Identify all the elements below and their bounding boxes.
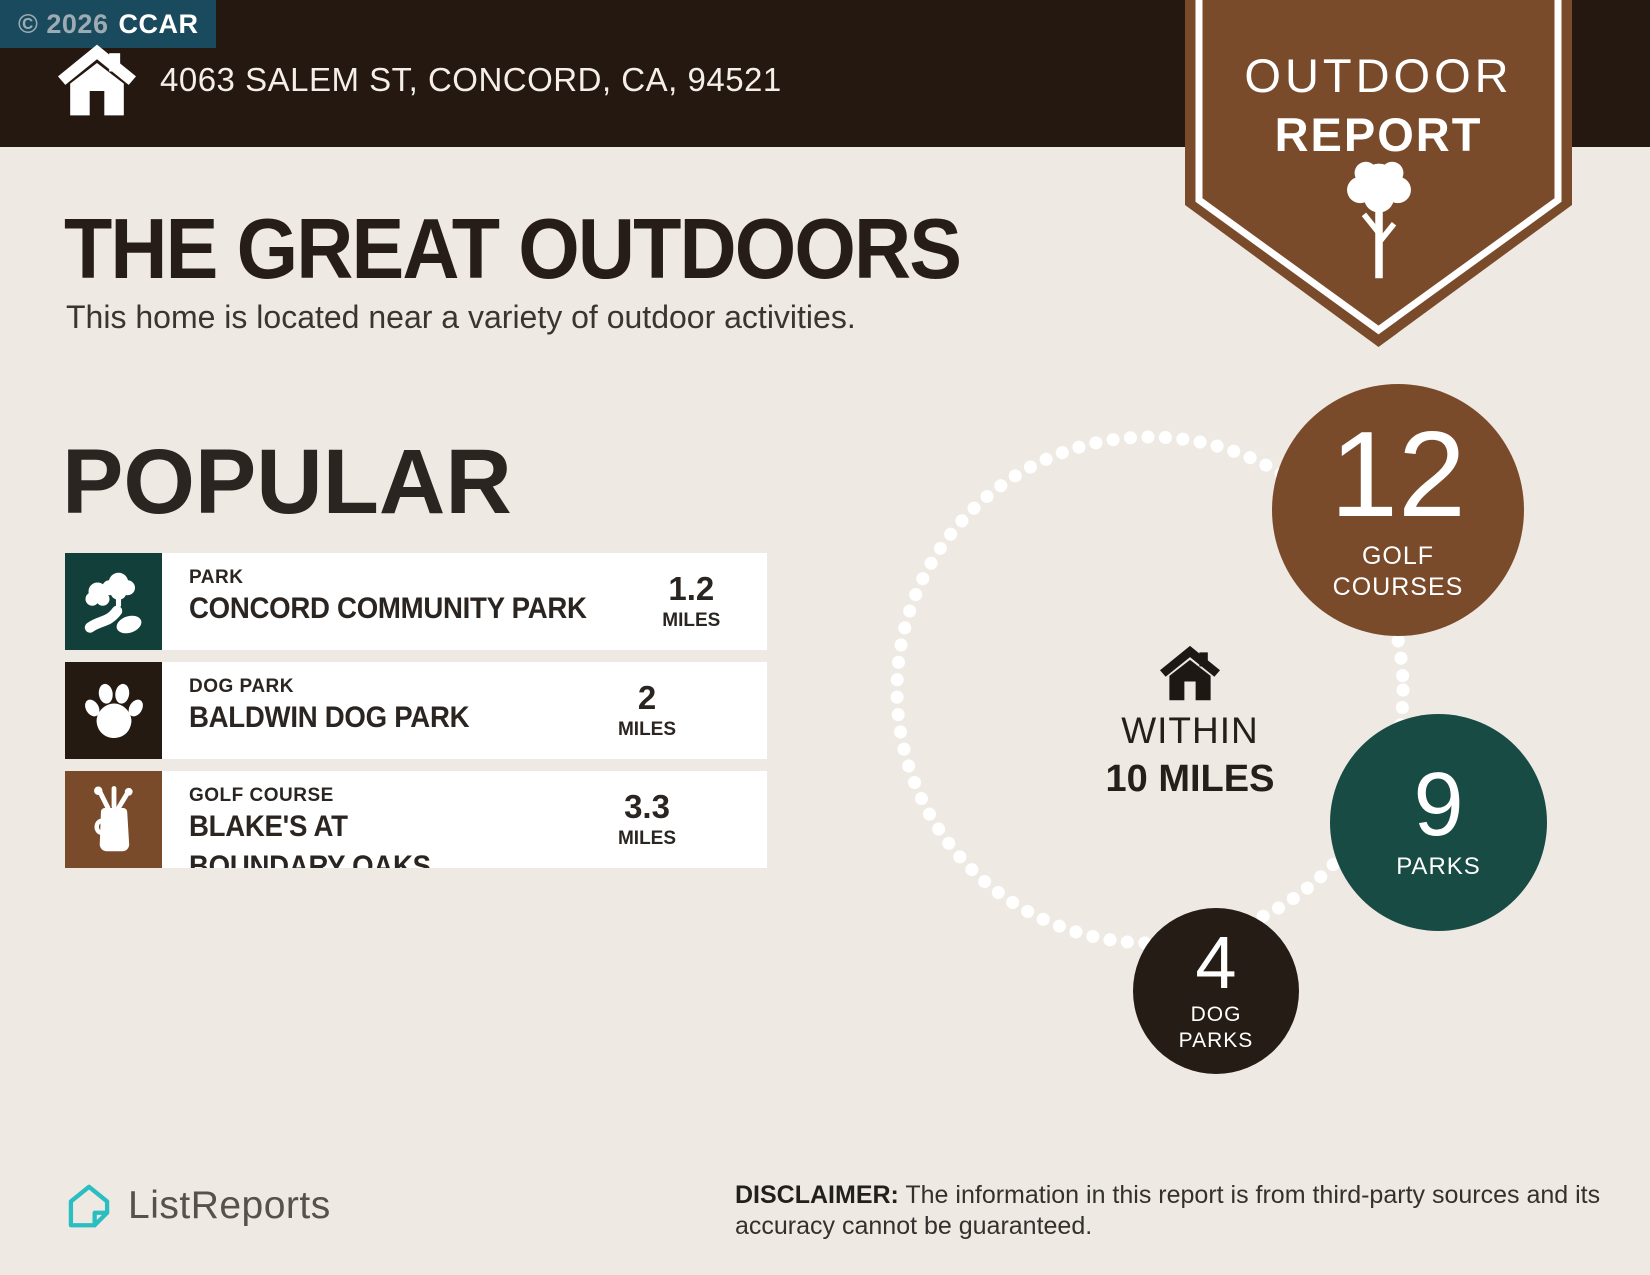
item-name: BALDWIN DOG PARK: [189, 701, 470, 734]
item-name: BLAKE'S AT BOUNDARY OAKS: [189, 810, 431, 868]
popular-heading: POPULAR: [62, 431, 512, 533]
property-address-bar: 4063 SALEM ST, CONCORD, CA, 94521: [58, 40, 782, 120]
tree-icon: [1346, 161, 1411, 279]
paw-icon: [65, 662, 162, 759]
ribbon-title-line1: OUTDOOR: [1244, 49, 1513, 102]
ribbon-title-line2: REPORT: [1274, 108, 1483, 161]
golf-courses-label: GOLF COURSES: [1333, 541, 1464, 604]
distance-value: 3.3: [624, 787, 670, 825]
parks-count: 9: [1413, 754, 1464, 855]
distance-unit: MILES: [617, 827, 677, 849]
dog-parks-stat-bubble: 4 DOG PARKS: [1133, 908, 1299, 1074]
distance-unit: MILES: [617, 718, 677, 740]
item-name: CONCORD COMMUNITY PARK: [189, 592, 587, 625]
home-icon: [58, 44, 136, 116]
label-line1: DOG: [1190, 1002, 1242, 1026]
within-radius-label: WITHIN 10 MILES: [1080, 710, 1300, 801]
golf-bag-icon: [65, 771, 162, 868]
item-distance: 2 MILES: [577, 662, 717, 759]
list-item-dog-park: DOG PARK BALDWIN DOG PARK 2 MILES: [65, 662, 767, 759]
center-home-icon: [1160, 645, 1220, 703]
golf-courses-stat-bubble: 12 GOLF COURSES: [1272, 384, 1524, 636]
label-line2: PARKS: [1178, 1029, 1254, 1053]
parks-stat-bubble: 9 PARKS: [1330, 714, 1547, 931]
listreports-logo-icon: [68, 1184, 110, 1228]
copyright-org: CCAR: [118, 8, 199, 39]
listreports-brand-name: ListReports: [128, 1184, 331, 1227]
list-item-text: DOG PARK BALDWIN DOG PARK: [162, 662, 577, 759]
page-subtitle: This home is located near a variety of o…: [66, 299, 856, 335]
item-distance: 3.3 MILES: [577, 771, 717, 868]
dog-parks-label: DOG PARKS: [1179, 1002, 1254, 1055]
item-category: GOLF COURSE: [189, 785, 334, 806]
label-line1: GOLF: [1361, 541, 1435, 570]
golf-courses-count: 12: [1330, 405, 1466, 542]
disclaimer-body: The information in this report is from t…: [735, 1181, 1601, 1240]
list-item-text: PARK CONCORD COMMUNITY PARK: [162, 553, 621, 650]
within-label-line1: WITHIN: [1121, 710, 1259, 751]
label-line2: COURSES: [1332, 572, 1464, 601]
list-item-park: PARK CONCORD COMMUNITY PARK 1.2 MILES: [65, 553, 767, 650]
distance-unit: MILES: [662, 609, 721, 631]
ribbon-title: OUTDOOR REPORT: [1185, 48, 1572, 162]
parks-label: PARKS: [1396, 852, 1481, 882]
distance-value: 1.2: [668, 569, 715, 607]
list-item-text: GOLF COURSE BLAKE'S AT BOUNDARY OAKS: [162, 771, 577, 868]
distance-value: 2: [637, 678, 657, 716]
copyright-year: © 2026: [18, 8, 109, 39]
copyright-badge: © 2026 CCAR: [0, 0, 217, 48]
disclaimer-text: DISCLAIMER: The information in this repo…: [735, 1180, 1625, 1242]
label-line1: PARKS: [1396, 853, 1481, 881]
outdoor-report-ribbon: OUTDOOR REPORT: [1185, 0, 1572, 352]
item-category: PARK: [189, 567, 244, 588]
item-category: DOG PARK: [189, 676, 294, 697]
dog-parks-count: 4: [1195, 920, 1237, 1004]
property-address: 4063 SALEM ST, CONCORD, CA, 94521: [160, 61, 782, 98]
item-distance: 1.2 MILES: [621, 553, 761, 650]
disclaimer-label: DISCLAIMER:: [735, 1181, 899, 1209]
park-icon: [65, 553, 162, 650]
list-item-golf-course: GOLF COURSE BLAKE'S AT BOUNDARY OAKS 3.3…: [65, 771, 767, 868]
popular-list: PARK CONCORD COMMUNITY PARK 1.2 MILES: [65, 553, 767, 868]
within-label-line2: 10 MILES: [1105, 758, 1275, 800]
listreports-brand: ListReports: [63, 1180, 331, 1232]
page-title: THE GREAT OUTDOORS: [64, 202, 962, 297]
